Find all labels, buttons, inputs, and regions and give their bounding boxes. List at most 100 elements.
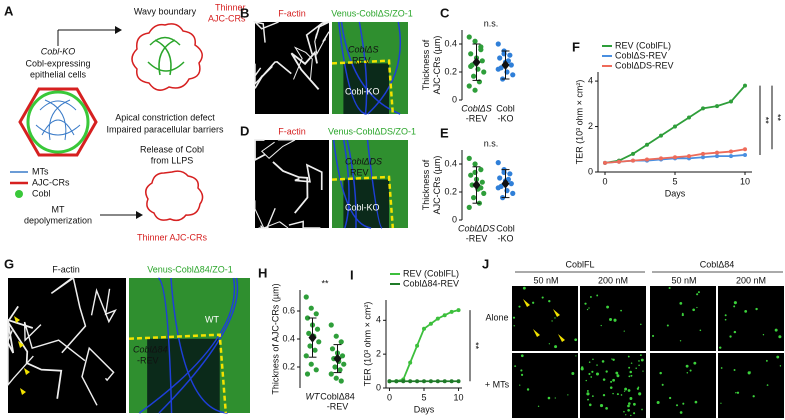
actin-fiber [7, 321, 63, 399]
data-point [478, 167, 484, 173]
zo1 [340, 21, 401, 115]
data-point [468, 172, 474, 178]
panel-label: A [4, 3, 14, 18]
speck [588, 307, 590, 309]
speck [668, 396, 672, 400]
label: Thinner [215, 2, 246, 12]
speck [774, 328, 778, 332]
boundary [128, 333, 228, 414]
speck [639, 354, 642, 357]
data-point [471, 73, 477, 79]
speck [605, 370, 608, 373]
speck [630, 362, 633, 364]
arrowhead [136, 211, 143, 219]
speck [627, 355, 630, 358]
y-tick-label: 2 [588, 121, 593, 131]
speck [765, 359, 768, 362]
panel-label: H [258, 265, 267, 280]
panel-label: G [4, 256, 14, 271]
x-tick-label: CoblΔDS [458, 223, 495, 233]
label: epithelial cells [30, 69, 87, 79]
micrograph [7, 276, 126, 413]
speck [685, 364, 689, 368]
data-point [673, 155, 677, 160]
speck [778, 335, 782, 339]
data-point [308, 361, 314, 367]
data-point [408, 360, 413, 365]
data-point [328, 371, 334, 377]
speck [591, 395, 594, 398]
x-tick-label: -REV [466, 113, 488, 123]
arrowhead-marker [558, 334, 565, 342]
actin-fiber [290, 50, 320, 90]
zo1 [338, 21, 367, 115]
zo1 [346, 139, 357, 229]
y-tick-label: 4 [588, 75, 593, 85]
speck [513, 325, 515, 327]
speck [596, 364, 598, 366]
image-label: Cobl-KO [345, 86, 380, 96]
conc-label: 200 nM [736, 275, 766, 285]
speck [615, 371, 619, 375]
data-point [329, 346, 336, 352]
data-point [479, 179, 485, 185]
speck [520, 373, 524, 376]
x-tick-label: 0 [387, 392, 392, 402]
speck [520, 354, 524, 358]
label: depolymerization [24, 215, 92, 225]
speck [640, 358, 644, 362]
speck [599, 403, 604, 408]
speck [605, 407, 608, 410]
speck [630, 414, 632, 417]
x-tick-label: 10 [454, 392, 464, 402]
speck [720, 402, 722, 404]
actin-fiber [7, 305, 34, 354]
data-point [715, 154, 719, 159]
speck [679, 340, 682, 342]
data-point [313, 311, 319, 317]
speck [682, 402, 685, 405]
speck [744, 310, 748, 313]
speck [659, 371, 662, 375]
speck [514, 365, 517, 368]
speck [541, 296, 544, 299]
hexagon [18, 87, 98, 157]
speck [642, 370, 644, 372]
speck [616, 393, 619, 396]
speck [520, 369, 523, 372]
data-point [313, 367, 319, 373]
speck [628, 375, 631, 378]
speck [762, 334, 765, 336]
speck [589, 296, 592, 298]
speck [675, 404, 679, 407]
y-axis-label: Thickness of [421, 39, 431, 90]
boundary [331, 59, 395, 115]
data-point [338, 339, 344, 345]
mean-marker [472, 57, 481, 68]
speck [681, 313, 684, 317]
speck [733, 305, 736, 308]
mts [35, 99, 81, 141]
zo1 [332, 139, 372, 229]
actin-fiber [314, 31, 330, 56]
data-point [631, 151, 635, 156]
data-point [729, 149, 733, 154]
speck [554, 397, 556, 399]
speck [609, 386, 613, 389]
speck [580, 367, 584, 371]
y-tick-label: 0.2 [282, 361, 295, 371]
x-tick-label: 5 [421, 392, 426, 402]
speck [779, 365, 782, 367]
data-point [715, 104, 719, 109]
micrograph [580, 353, 646, 418]
speck [629, 370, 632, 374]
y-tick-label: 2 [376, 349, 381, 359]
label: MT [52, 204, 65, 214]
speck [636, 387, 639, 390]
speck [628, 402, 631, 405]
speck [585, 379, 587, 382]
data-point [449, 309, 454, 314]
arrowhead-marker [20, 388, 26, 395]
data-point [304, 371, 311, 377]
mts [147, 36, 185, 76]
